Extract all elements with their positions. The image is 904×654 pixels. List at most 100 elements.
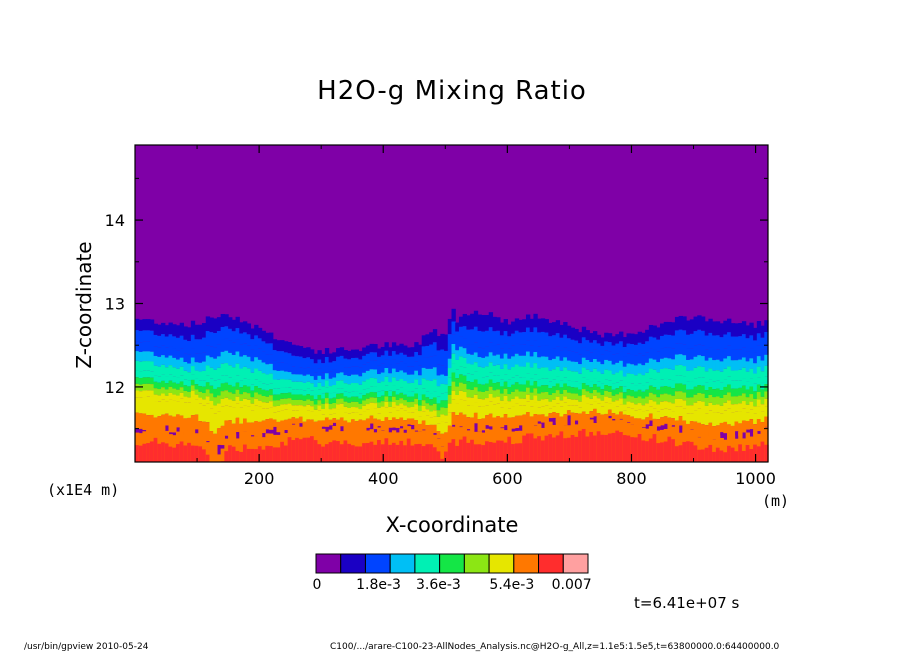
heatmap-cell	[373, 418, 378, 430]
chart-title: H2O-g Mixing Ratio	[317, 76, 587, 106]
heatmap-cell	[164, 443, 170, 462]
heatmap-cell	[496, 440, 501, 462]
heatmap-cell	[213, 380, 218, 389]
heatmap-cell	[231, 379, 237, 387]
heatmap-cell	[429, 380, 434, 394]
heatmap-cell	[373, 378, 378, 387]
heatmap-cell	[477, 330, 482, 348]
heatmap-cell	[552, 399, 557, 407]
y-tick-label: 13	[105, 295, 125, 314]
heatmap-cell	[503, 381, 508, 389]
heatmap-cell	[295, 394, 300, 400]
heatmap-cell	[637, 363, 642, 374]
heatmap-cell	[399, 398, 404, 404]
heatmap-cell	[552, 322, 557, 336]
heatmap-cell	[220, 448, 225, 462]
heatmap-cell	[272, 400, 278, 407]
heatmap-cell	[339, 403, 345, 409]
y-axis-label: Z-coordinate	[72, 241, 96, 369]
heatmap-cell	[362, 443, 367, 462]
heatmap-cell	[764, 331, 769, 344]
heatmap-cell	[544, 356, 549, 368]
heatmap-cell	[686, 397, 691, 406]
heatmap-cell	[362, 400, 367, 406]
heatmap-cell	[198, 353, 203, 363]
heatmap-cell	[630, 408, 635, 417]
heatmap-cell	[470, 354, 475, 365]
heatmap-cell	[149, 377, 155, 385]
heatmap-cell	[470, 389, 475, 398]
heatmap-cell	[529, 378, 535, 386]
heatmap-cell	[700, 377, 706, 386]
heatmap-cell	[566, 325, 572, 339]
heatmap-cell	[321, 414, 326, 421]
heatmap-cell	[205, 454, 211, 462]
heatmap-cell	[496, 396, 501, 404]
heatmap-cell	[298, 405, 304, 411]
heatmap-cell	[708, 422, 713, 435]
heatmap-cell	[499, 440, 505, 462]
heatmap-cell	[313, 394, 319, 400]
heatmap-cell	[224, 451, 229, 462]
heatmap-cell	[321, 446, 326, 462]
heatmap-cell	[723, 410, 728, 422]
heatmap-cell	[559, 406, 564, 417]
heatmap-cell	[421, 400, 427, 406]
heatmap-cell	[522, 391, 527, 399]
heatmap-cell	[183, 385, 188, 391]
heatmap-cell	[507, 369, 512, 380]
heatmap-cell	[280, 393, 285, 399]
heatmap-cell	[432, 403, 438, 411]
heatmap-cell	[417, 416, 423, 424]
heatmap-cell	[242, 321, 248, 333]
heatmap-cell	[287, 387, 292, 393]
heatmap-cell	[447, 442, 453, 462]
heatmap-cell	[518, 355, 523, 367]
heatmap-cell	[235, 339, 240, 352]
heatmap-cell	[440, 383, 445, 394]
heatmap-cell	[369, 391, 374, 398]
heatmap-cell	[317, 394, 322, 401]
heatmap-cell	[391, 342, 397, 352]
heatmap-cell	[488, 362, 494, 373]
heatmap-cell	[693, 356, 698, 368]
heatmap-cell	[451, 334, 456, 344]
heatmap-cell	[395, 363, 400, 373]
heatmap-cell	[224, 338, 229, 351]
heatmap-cell	[477, 366, 482, 377]
heatmap-cell	[470, 313, 475, 330]
heatmap-cell	[615, 334, 620, 344]
heatmap-cell	[492, 397, 497, 405]
heatmap-cell	[499, 386, 505, 394]
heatmap-cell	[194, 378, 199, 385]
heatmap-cell	[671, 418, 676, 426]
heatmap-cell	[749, 386, 754, 395]
heatmap-cell	[365, 370, 371, 380]
heatmap-cell	[764, 398, 769, 407]
heatmap-cell	[555, 383, 561, 391]
heatmap-cell	[358, 367, 363, 377]
heatmap-cell	[388, 420, 393, 428]
heatmap-cell	[622, 404, 628, 411]
heatmap-cell	[678, 375, 683, 384]
heatmap-cell	[291, 366, 296, 375]
heatmap-cell	[138, 330, 144, 343]
heatmap-cell	[663, 401, 669, 409]
heatmap-cell	[302, 382, 307, 391]
heatmap-cell	[138, 384, 144, 392]
heatmap-cell	[343, 412, 348, 421]
heatmap-cell	[540, 385, 546, 393]
heatmap-cell	[187, 442, 192, 462]
heatmap-cell	[324, 366, 330, 374]
heatmap-cell	[395, 389, 400, 395]
heatmap-cell	[656, 443, 661, 462]
heatmap-cell	[328, 398, 333, 404]
heatmap-cell	[149, 351, 155, 362]
heatmap-cell	[604, 396, 609, 403]
heatmap-cell	[429, 393, 434, 400]
heatmap-cell	[727, 392, 732, 401]
heatmap-cell	[458, 382, 464, 391]
heatmap-cell	[425, 357, 430, 369]
heatmap-cell	[283, 409, 289, 420]
heatmap-cell	[198, 339, 203, 354]
